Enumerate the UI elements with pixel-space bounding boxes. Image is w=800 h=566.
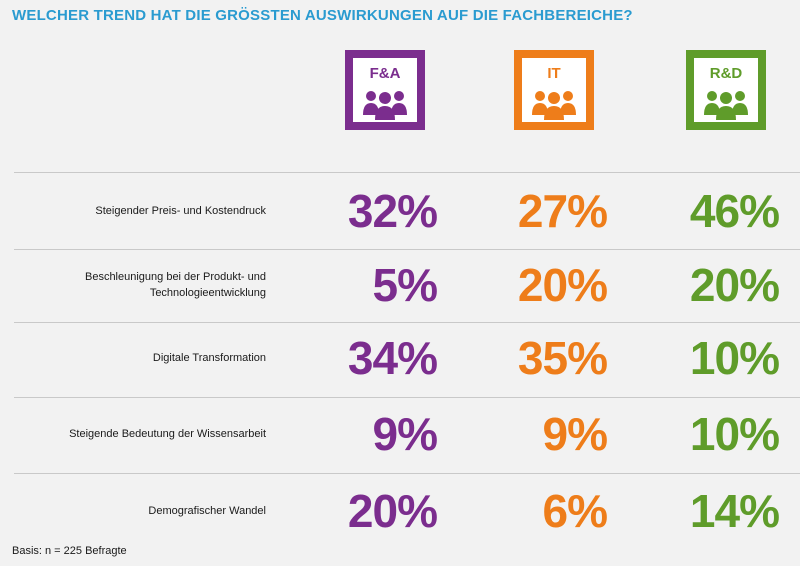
value-it-row-2: 20% — [517, 259, 608, 311]
value-fa-row-2: 5% — [372, 259, 438, 311]
row-divider — [14, 473, 800, 474]
column-header-fa: F&A — [345, 50, 425, 130]
row-label: Steigender Preis- und Kostendruck — [95, 205, 266, 217]
value-rd-row-3: 10% — [689, 332, 780, 384]
value-fa-row-5: 20% — [347, 485, 438, 537]
basis-footnote: Basis: n = 225 Befragte — [12, 545, 127, 557]
column-header-rd: R&D — [686, 50, 766, 130]
column-header-label: IT — [547, 65, 561, 82]
value-fa-row-1: 32% — [347, 185, 438, 237]
chart-title: WELCHER TREND HAT DIE GRÖSSTEN AUSWIRKUN… — [12, 7, 633, 24]
column-header-it: IT — [514, 50, 594, 130]
row-divider — [14, 172, 800, 173]
column-header-label: R&D — [709, 65, 743, 82]
row-divider — [14, 322, 800, 323]
row-divider — [14, 397, 800, 398]
value-it-row-5: 6% — [542, 485, 608, 537]
value-rd-row-1: 46% — [689, 185, 780, 237]
row-label: Steigende Bedeutung der Wissensarbeit — [69, 428, 266, 440]
row-label: Demografischer Wandel — [148, 505, 266, 517]
value-fa-row-4: 9% — [372, 408, 438, 460]
people-group-icon — [704, 91, 748, 120]
column-header-label: F&A — [369, 65, 401, 82]
value-it-row-3: 35% — [517, 332, 608, 384]
people-group-icon — [532, 91, 576, 120]
value-rd-row-2: 20% — [689, 259, 780, 311]
value-fa-row-3: 34% — [347, 332, 438, 384]
row-label: Digitale Transformation — [152, 352, 266, 364]
row-label: Beschleunigung bei der Produkt- und Tech… — [84, 271, 266, 299]
value-rd-row-4: 10% — [689, 408, 780, 460]
people-group-icon — [363, 91, 407, 120]
row-divider — [14, 249, 800, 250]
value-it-row-4: 9% — [542, 408, 608, 460]
value-rd-row-5: 14% — [689, 485, 780, 537]
value-it-row-1: 27% — [517, 185, 608, 237]
